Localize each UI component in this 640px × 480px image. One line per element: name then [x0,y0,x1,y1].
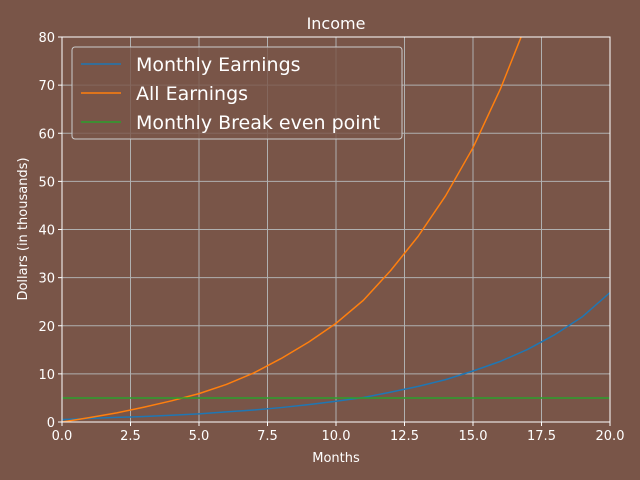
x-tick-label: 5.0 [189,429,210,444]
legend-label: All Earnings [136,83,248,105]
legend-label: Monthly Break even point [136,112,380,134]
y-tick-label: 10 [38,368,55,383]
y-axis-ticks: 0 10 20 30 40 50 60 70 80 [38,31,62,431]
x-axis-label: Months [312,451,360,466]
x-tick-label: 12.5 [390,429,419,444]
legend-label: Monthly Earnings [136,54,301,76]
chart-title: Income [307,14,366,33]
y-tick-label: 50 [38,175,55,190]
y-tick-label: 80 [38,31,55,46]
y-tick-label: 0 [47,416,55,431]
x-tick-label: 17.5 [527,429,556,444]
x-tick-label: 2.5 [120,429,141,444]
x-tick-label: 20.0 [596,429,625,444]
x-axis-ticks: 0.0 2.5 5.0 7.5 10.0 12.5 15.0 17.5 20.0 [52,422,625,444]
x-tick-label: 10.0 [322,429,351,444]
series-line-0 [62,291,610,421]
x-tick-label: 0.0 [52,429,73,444]
y-tick-label: 60 [38,127,55,142]
series-line-1 [62,37,522,422]
x-tick-label: 15.0 [459,429,488,444]
x-tick-label: 7.5 [257,429,278,444]
y-tick-label: 40 [38,224,55,239]
y-tick-label: 30 [38,272,55,287]
y-axis-label: Dollars (in thousands) [16,157,31,300]
series-layer [62,37,610,422]
legend-box [71,46,403,140]
legend: Monthly Earnings All Earnings Monthly Brea… [71,46,403,140]
y-tick-label: 70 [38,79,55,94]
y-tick-label: 20 [38,320,55,335]
